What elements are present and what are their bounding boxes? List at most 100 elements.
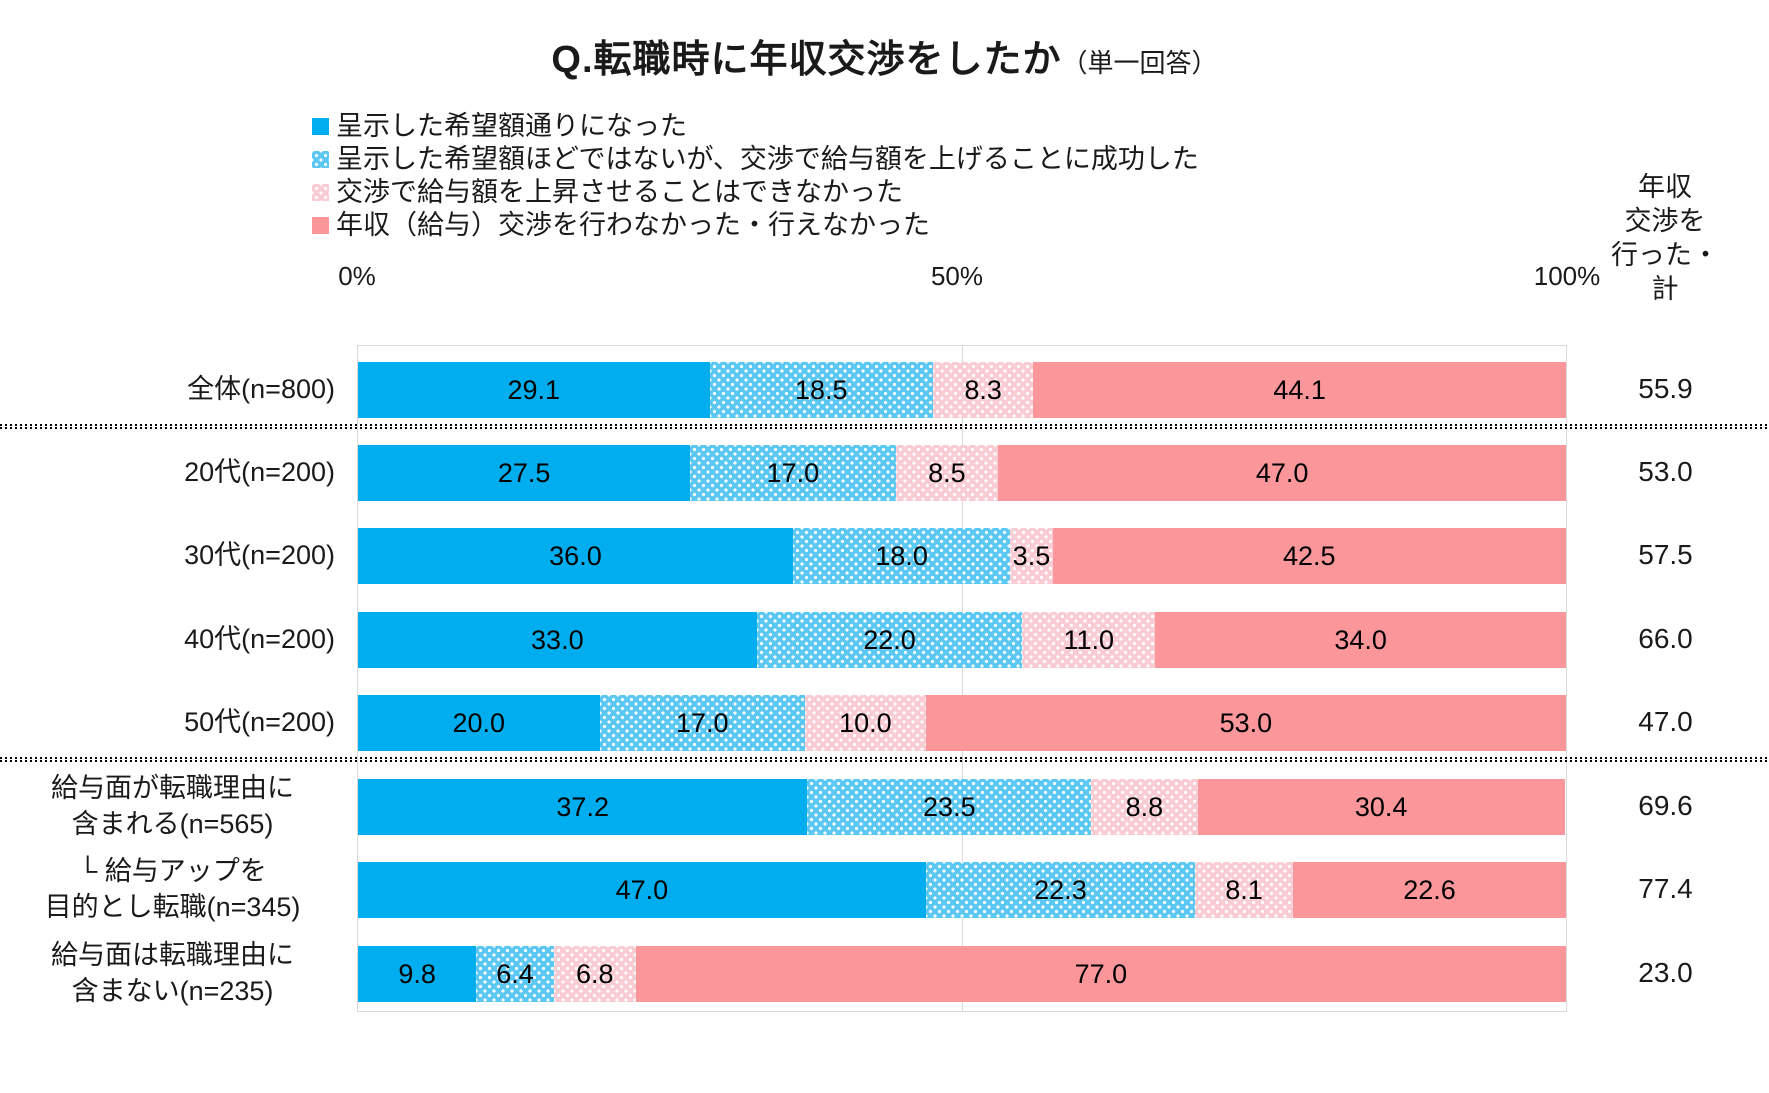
- bar-row: 9.8 6.4 6.8 77.0: [358, 946, 1566, 1002]
- row-total: 23.0: [1638, 957, 1693, 988]
- bar-segment: 77.0: [635, 946, 1566, 1002]
- segment-value-label: 22.6: [1403, 874, 1456, 905]
- bar-segment: 11.0: [1022, 612, 1156, 668]
- bar-segment: 8.8: [1091, 779, 1198, 835]
- legend-item: 年収（給与）交渉を行わなかった・行えなかった: [312, 209, 1199, 241]
- bar-segment: 33.0: [358, 612, 757, 668]
- segment-value-label: 30.4: [1354, 791, 1408, 822]
- category-label: 全体(n=800): [187, 374, 335, 404]
- bar-segment: 18.0: [792, 528, 1011, 584]
- legend-swatch-salmon-icon: [312, 217, 329, 234]
- bar-segment: 10.0: [804, 695, 926, 751]
- category-label: └ 給与アップを 目的とし転職(n=345): [44, 856, 301, 922]
- bar-segment: 29.1: [358, 362, 710, 418]
- segment-value-label: 8.3: [964, 374, 1002, 405]
- segment-value-label: 36.0: [549, 540, 602, 571]
- bar-segment: 6.4: [476, 946, 554, 1002]
- bar-segment: 17.0: [690, 445, 896, 501]
- plot-area: 29.1 18.5 8.3 44.1 27.5 17.0 8.5 47.0 36.0 18.0 3.…: [357, 345, 1567, 1012]
- segment-value-label: 17.0: [675, 707, 729, 738]
- segment-value-label: 27.5: [497, 457, 551, 488]
- segment-value-label: 53.0: [1219, 707, 1273, 738]
- totals-column-header: 年収 交渉を 行った・ 計: [1611, 172, 1719, 304]
- bar-segment: 20.0: [358, 695, 600, 751]
- gridline-50pct: [962, 346, 963, 1011]
- bar-segment: 27.5: [358, 445, 691, 501]
- bar-row: 29.1 18.5 8.3 44.1: [358, 362, 1566, 418]
- legend-swatch-lightblue-icon: [312, 151, 329, 168]
- legend-swatch-lightpink-icon: [312, 184, 329, 201]
- segment-value-label: 29.1: [507, 374, 561, 405]
- segment-value-label: 18.0: [875, 540, 928, 571]
- legend-label: 呈示した希望額ほどではないが、交渉で給与額を上げることに成功した: [336, 144, 1199, 174]
- category-label: 給与面は転職理由に 含まない(n=235): [51, 940, 294, 1006]
- bar-segment: 22.0: [756, 612, 1023, 668]
- segment-value-label: 23.5: [923, 791, 976, 822]
- bar-row: 37.2 23.5 8.8 30.4: [358, 779, 1566, 835]
- segment-value-label: 47.0: [1255, 457, 1309, 488]
- row-total: 53.0: [1638, 456, 1693, 487]
- category-label: 20代(n=200): [184, 457, 335, 487]
- category-label: 30代(n=200): [184, 540, 335, 570]
- bar-segment: 42.5: [1052, 528, 1566, 584]
- segment-value-label: 77.0: [1074, 958, 1128, 989]
- chart-title-note: （単一回答）: [1061, 48, 1218, 78]
- bar-segment: 22.3: [925, 862, 1196, 918]
- category-label: 50代(n=200): [184, 707, 335, 737]
- segment-value-label: 8.5: [928, 457, 966, 488]
- segment-value-label: 3.5: [1012, 540, 1051, 571]
- segment-value-label: 33.0: [531, 624, 584, 655]
- row-total: 77.4: [1638, 873, 1693, 904]
- bar-segment: 8.3: [932, 362, 1034, 418]
- bar-segment: 17.0: [599, 695, 805, 751]
- bar-row: 33.0 22.0 11.0 34.0: [358, 612, 1566, 668]
- axis-tick-0: 0%: [338, 261, 376, 291]
- axis-tick-50: 50%: [930, 261, 984, 291]
- legend-label: 年収（給与）交渉を行わなかった・行えなかった: [336, 210, 930, 240]
- segment-value-label: 8.8: [1125, 791, 1164, 822]
- bar-segment: 8.1: [1195, 862, 1293, 918]
- legend-swatch-blue-icon: [312, 118, 329, 135]
- bar-segment: 37.2: [358, 779, 808, 835]
- segment-value-label: 10.0: [839, 707, 892, 738]
- group-separator: [0, 757, 1769, 762]
- row-total: 55.9: [1638, 373, 1693, 404]
- bar-row: 36.0 18.0 3.5 42.5: [358, 528, 1566, 584]
- segment-value-label: 47.0: [615, 874, 669, 905]
- bar-row: 20.0 17.0 10.0 53.0: [358, 695, 1566, 751]
- chart-title-main: Q.転職時に年収交渉をしたか: [551, 39, 1062, 81]
- legend-label: 呈示した希望額通りになった: [336, 111, 687, 141]
- bar-segment: 8.5: [895, 445, 999, 501]
- chart-title: Q.転職時に年収交渉をしたか（単一回答）: [0, 28, 1769, 83]
- category-label: 給与面が転職理由に 含まれる(n=565): [51, 773, 294, 839]
- bar-segment: 47.0: [998, 445, 1566, 501]
- segment-value-label: 18.5: [794, 374, 848, 405]
- legend-item: 呈示した希望額ほどではないが、交渉で給与額を上げることに成功した: [312, 143, 1199, 175]
- segment-value-label: 44.1: [1273, 374, 1326, 405]
- legend-item: 呈示した希望額通りになった: [312, 110, 1199, 142]
- axis-tick-100: 100%: [1533, 261, 1601, 291]
- segment-value-label: 8.1: [1225, 874, 1263, 905]
- bar-segment: 22.6: [1292, 862, 1566, 918]
- bar-segment: 53.0: [925, 695, 1566, 751]
- segment-value-label: 9.8: [398, 958, 436, 989]
- group-separator: [0, 424, 1769, 429]
- segment-value-label: 34.0: [1334, 624, 1387, 655]
- bar-segment: 34.0: [1155, 612, 1566, 668]
- legend-label: 交渉で給与額を上昇させることはできなかった: [336, 177, 903, 207]
- segment-value-label: 22.0: [863, 624, 916, 655]
- segment-value-label: 37.2: [556, 791, 609, 822]
- bar-segment: 6.8: [553, 946, 636, 1002]
- bar-row: 47.0 22.3 8.1 22.6: [358, 862, 1566, 918]
- bar-segment: 36.0: [358, 528, 793, 584]
- bar-segment: 47.0: [358, 862, 926, 918]
- row-total: 66.0: [1638, 623, 1693, 654]
- bar-segment: 18.5: [709, 362, 933, 418]
- segment-value-label: 6.8: [575, 958, 614, 989]
- segment-value-label: 17.0: [766, 457, 820, 488]
- legend-item: 交渉で給与額を上昇させることはできなかった: [312, 176, 1199, 208]
- segment-value-label: 20.0: [452, 707, 506, 738]
- bar-segment: 3.5: [1010, 528, 1053, 584]
- segment-value-label: 42.5: [1282, 540, 1336, 571]
